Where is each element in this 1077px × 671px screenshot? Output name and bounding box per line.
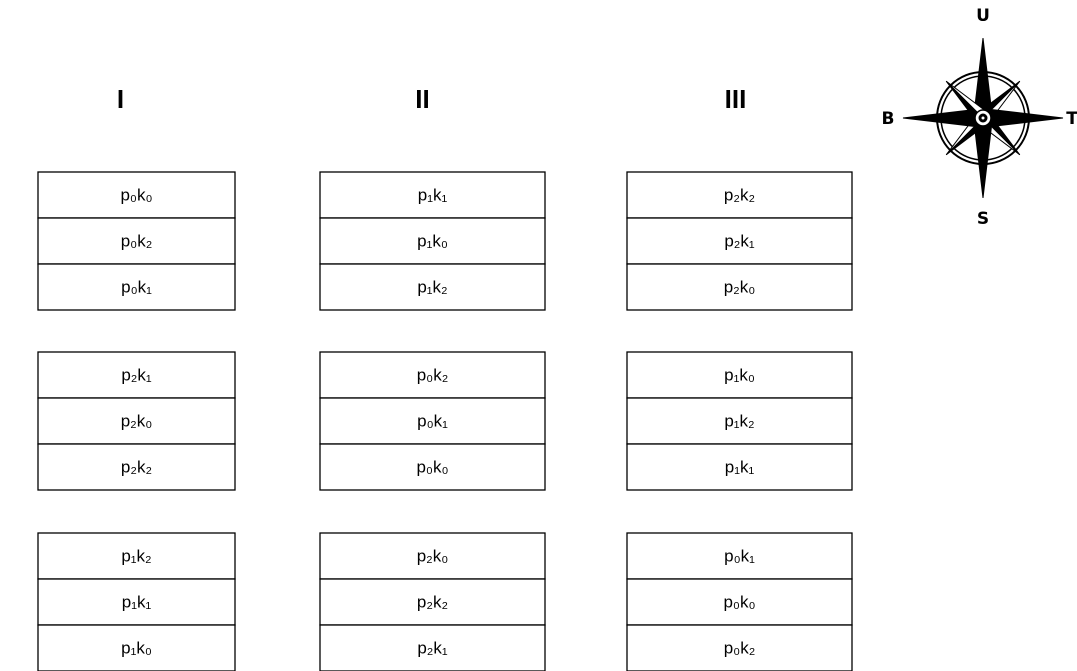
table-cell — [626, 397, 853, 445]
cell-label: p₂k₁ — [121, 365, 152, 384]
cell-label: p₂k₁ — [724, 231, 755, 250]
table-cell — [626, 578, 853, 626]
table-cell — [37, 443, 236, 491]
column-header: I — [117, 84, 124, 114]
cell-label: p₀k₁ — [724, 546, 755, 565]
cell-label: p₁k₀ — [417, 231, 448, 250]
cell-label: p₂k₂ — [417, 592, 448, 611]
cell-label: p₁k₀ — [724, 365, 755, 384]
column-header: III — [725, 84, 747, 114]
cell-label: p₂k₂ — [724, 185, 755, 204]
cell-label: p₁k₀ — [121, 638, 152, 657]
cell-label: p₁k₂ — [121, 546, 151, 565]
table-cell — [319, 443, 546, 491]
cell-label: p₀k₀ — [416, 457, 448, 476]
cell-label: p₂k₂ — [121, 457, 152, 476]
table-cell — [37, 532, 236, 580]
column-header: II — [415, 84, 429, 114]
cell-label: p₁k₁ — [122, 592, 152, 611]
table-cell — [319, 532, 546, 580]
cell-label: p₂k₀ — [724, 277, 756, 296]
compass-east: T — [1066, 109, 1077, 129]
table-cell — [37, 578, 236, 626]
table-cell — [37, 217, 236, 265]
compass-point — [981, 108, 1064, 119]
cell-label: p₁k₁ — [418, 185, 448, 204]
cell-label: p₁k₂ — [417, 277, 447, 296]
cell-label: p₁k₂ — [724, 411, 754, 430]
cell-label: p₀k₂ — [417, 365, 449, 384]
compass-south: S — [977, 209, 989, 229]
compass-point — [902, 117, 985, 128]
cell-label: p₁k₁ — [725, 457, 755, 476]
table-cell — [319, 397, 546, 445]
cell-label: p₀k₁ — [417, 411, 448, 430]
table-cell — [626, 263, 853, 311]
table-cell — [37, 263, 236, 311]
table-cell — [319, 578, 546, 626]
table-cell — [319, 624, 546, 671]
cell-label: p₀k₀ — [120, 185, 152, 204]
table-cell — [626, 351, 853, 399]
compass-rose — [902, 37, 1064, 199]
table-cell — [37, 171, 236, 219]
table-cell — [37, 351, 236, 399]
table-cell — [319, 171, 546, 219]
table-cell — [626, 443, 853, 491]
compass-point — [982, 116, 993, 199]
cell-label: p₀k₂ — [724, 638, 756, 657]
cell-label: p₀k₁ — [121, 277, 152, 296]
compass-center — [981, 116, 985, 120]
compass-north: U — [976, 6, 990, 26]
table-cell — [319, 351, 546, 399]
table-cell — [37, 397, 236, 445]
table-cell — [37, 624, 236, 671]
cell-label: p₀k₂ — [121, 231, 153, 250]
cell-label: p₂k₀ — [417, 546, 449, 565]
cell-label: p₀k₀ — [723, 592, 755, 611]
cell-label: p₂k₁ — [417, 638, 448, 657]
table-cell — [626, 171, 853, 219]
table-cell — [626, 217, 853, 265]
compass-west: B — [882, 109, 895, 129]
table-cell — [319, 217, 546, 265]
table-cell — [319, 263, 546, 311]
table-cell — [626, 624, 853, 671]
cell-label: p₂k₀ — [121, 411, 153, 430]
